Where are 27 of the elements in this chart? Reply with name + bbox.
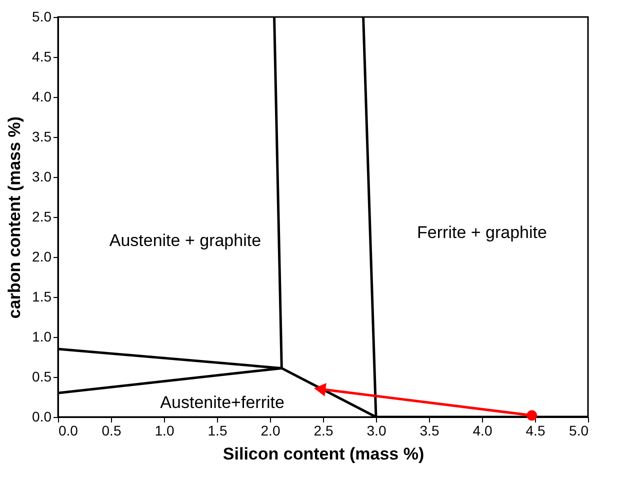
x-tick-label: 4.5 [526, 422, 546, 438]
x-tick-label: 4.0 [472, 422, 492, 438]
y-tick-label: 2.0 [32, 248, 52, 264]
annotation: Austenite+ferrite [160, 393, 284, 412]
y-tick-label: 2.5 [32, 208, 52, 224]
x-tick-label: 2.0 [260, 422, 280, 438]
x-tick-label: 1.5 [208, 422, 228, 438]
x-tick-label: 0.0 [58, 422, 78, 438]
x-tick-label: 0.5 [102, 422, 122, 438]
x-axis-title: Silicon content (mass %) [222, 444, 424, 464]
y-tick-label: 5.0 [32, 8, 52, 24]
x-tick-label: 5.0 [569, 422, 589, 438]
x-tick-label: 3.0 [366, 422, 386, 438]
y-tick-label: 4.0 [32, 88, 52, 104]
y-tick-label: 1.5 [32, 288, 52, 304]
y-tick-label: 0.5 [32, 368, 52, 384]
x-tick-label: 2.5 [314, 422, 334, 438]
x-tick-label: 1.0 [154, 422, 174, 438]
annotation: Austenite + graphite [109, 231, 262, 250]
y-tick-label: 4.5 [32, 48, 52, 64]
y-tick-label: 3.5 [32, 128, 52, 144]
y-axis-title: carbon content (mass %) [5, 116, 24, 319]
y-tick-label: 3.0 [32, 168, 52, 184]
y-tick-label: 0.0 [32, 408, 52, 424]
y-tick-label: 1.0 [32, 328, 52, 344]
x-tick-label: 3.5 [420, 422, 440, 438]
annotation: Ferrite + graphite [417, 223, 547, 242]
